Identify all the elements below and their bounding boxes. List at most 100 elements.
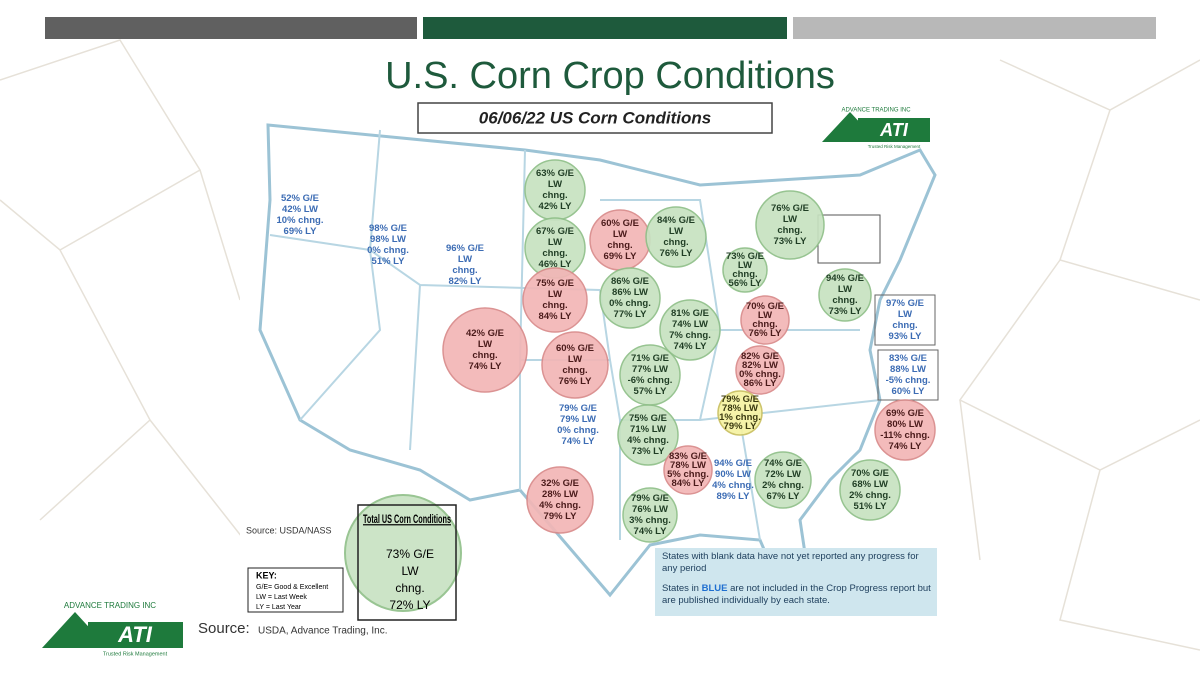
state-value: 60% LY [892, 386, 926, 397]
state-circle [722, 247, 768, 293]
note-text: are not included in the Crop Progress re… [662, 583, 931, 606]
state-value: LW [548, 237, 562, 248]
logo-tagline: Trusted Risk Management [103, 651, 168, 657]
logo: ATI ADVANCE TRADING INC Trusted Risk Man… [822, 108, 930, 149]
state-value: 46% LY [539, 259, 573, 270]
state-value: 76% G/E [771, 203, 809, 214]
state-value: 3% chng. [629, 515, 671, 526]
state-circle [645, 206, 707, 268]
state-box [874, 294, 936, 346]
key-line: LW = Last Week [256, 594, 307, 601]
state-value: 2% chng. [849, 490, 891, 501]
state-value: 0% chng. [367, 245, 409, 256]
state-value: 86% G/E [611, 276, 649, 287]
notes-box [655, 548, 937, 616]
state-circle [754, 451, 812, 509]
state-value: 77% LW [632, 364, 668, 375]
state-value: 0% chng. [739, 369, 781, 380]
state-circle [740, 295, 790, 345]
state-value: LW [478, 339, 492, 350]
state-value: 71% LW [630, 424, 666, 435]
state-value: 83% G/E [889, 353, 927, 364]
state-value: chng. [663, 237, 688, 248]
key-line: G/E= Good & Excellent [256, 584, 328, 591]
state-value: chng. [732, 269, 757, 280]
total-circle [344, 494, 462, 612]
state-value: 51% LY [372, 256, 406, 267]
state-value: 73% LY [632, 446, 666, 457]
state-circle [526, 466, 594, 534]
state-value: 69% LY [284, 226, 318, 237]
state-value: 81% G/E [671, 308, 709, 319]
state-circle [717, 390, 763, 436]
state-value: chng. [562, 365, 587, 376]
top-bar [45, 17, 417, 39]
state-value: 78% LW [670, 460, 706, 471]
note: States with blank data have not yet repo… [662, 551, 919, 574]
state-value: 98% LW [370, 234, 406, 245]
state-value: 52% G/E [281, 193, 319, 204]
state-value: 98% G/E [369, 223, 407, 234]
title: U.S. Corn Crop Conditions [385, 55, 835, 97]
state-value: chng. [542, 248, 567, 259]
key-title: KEY: [256, 570, 277, 580]
state-value: LW [898, 309, 912, 320]
state-value: 74% LY [889, 441, 923, 452]
key-box [247, 567, 344, 613]
state-value: 4% chng. [627, 435, 669, 446]
state-value: 75% G/E [629, 413, 667, 424]
state-value: 74% LY [562, 436, 596, 447]
state-value: 73% LY [774, 236, 808, 247]
state-value: 60% G/E [556, 343, 594, 354]
footer-source-label: Source: [198, 620, 250, 637]
subtitle-box [417, 102, 773, 134]
state-value: LW [548, 289, 562, 300]
logo-tagline: Trusted Risk Management [868, 144, 921, 149]
state-circle [522, 267, 588, 333]
state-value: chng. [472, 350, 497, 361]
state-value: 0% chng. [609, 298, 651, 309]
state-value: 71% G/E [631, 353, 669, 364]
note-highlight: BLUE [701, 583, 728, 594]
state-value: 74% LY [674, 341, 708, 352]
state-value: 73% G/E [726, 251, 764, 262]
state-value: 51% LY [854, 501, 888, 512]
state-value: 77% LY [614, 309, 648, 320]
state-value: 7% chng. [669, 330, 711, 341]
state-value: 82% LW [742, 360, 778, 371]
state-value: 79% LW [560, 414, 596, 425]
logo-name: ATI [117, 622, 153, 647]
state-value: 73% LY [829, 306, 863, 317]
state-value: 96% G/E [446, 243, 484, 254]
state-value: 74% LW [672, 319, 708, 330]
key-line: LY = Last Year [256, 604, 302, 611]
state-value: 2% chng. [762, 480, 804, 491]
state-value: 76% LY [749, 328, 783, 339]
note-text: States in [662, 583, 699, 594]
state-value: 60% G/E [601, 218, 639, 229]
state-value: 82% G/E [741, 351, 779, 362]
state-value: 84% G/E [657, 215, 695, 226]
state-value: LW [669, 226, 683, 237]
state-value: 70% G/E [746, 301, 784, 312]
state-value: 76% LY [660, 248, 694, 259]
total-label: Total US Corn Conditions 73% G/E LW chng. 72… [363, 512, 451, 612]
state-circle [541, 331, 609, 399]
state-value: 79% G/E [721, 394, 759, 405]
subtitle: 06/06/22 US Corn Conditions [479, 108, 711, 127]
state-value: 4% chng. [712, 480, 754, 491]
state-value: 88% LW [890, 364, 926, 375]
state-value: 90% LW [715, 469, 751, 480]
map-source: Source: USDA/NASS [246, 525, 332, 535]
total-value: 72% LY [389, 598, 430, 612]
state-value: 72% LW [765, 469, 801, 480]
state-value: chng. [752, 319, 777, 330]
state-circle [659, 299, 721, 361]
state-value: LW [783, 214, 797, 225]
state-value: 42% LY [539, 201, 573, 212]
state-circle [617, 404, 679, 466]
state-value: 83% G/E [669, 451, 707, 462]
state-value: 69% LY [604, 251, 638, 262]
state-value: 89% LY [717, 491, 751, 502]
